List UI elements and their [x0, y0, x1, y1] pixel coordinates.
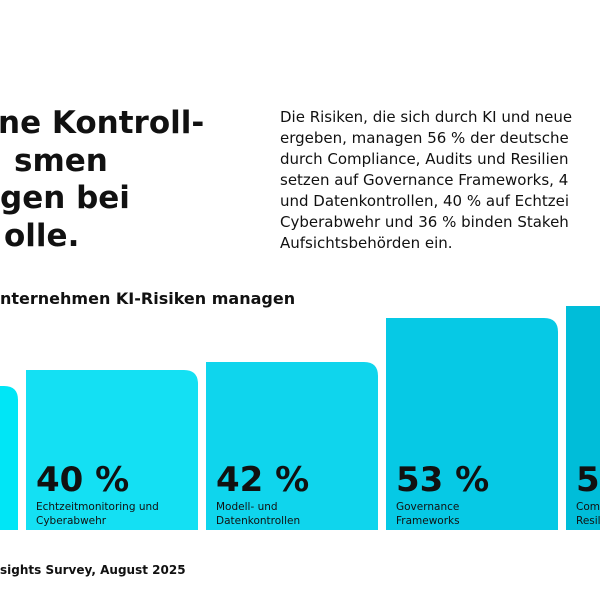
bar [386, 318, 558, 530]
paragraph-line: Aufsichtsbehörden ein. [280, 234, 453, 252]
paragraph-line: Cyberabwehr und 36 % binden Stakeh [280, 213, 569, 231]
heading-line: smen [14, 143, 108, 179]
paragraph-line: durch Compliance, Audits und Resilien [280, 150, 568, 168]
paragraph-line: setzen auf Governance Frameworks, 4 [280, 171, 568, 189]
value-label: 5 [576, 460, 600, 500]
category-label: Modell- und [216, 501, 278, 513]
category-label: Com [576, 501, 600, 513]
bar [26, 370, 198, 530]
category-label: Cyberabwehr [36, 515, 107, 527]
paragraph: Die Risiken, die sich durch KI und neue e… [280, 108, 572, 252]
category-label: Frameworks [396, 515, 460, 527]
category-label: Datenkontrollen [216, 515, 300, 527]
value-label: 42 % [216, 460, 309, 500]
category-label: Governance [396, 501, 459, 513]
heading-line: gen bei [0, 180, 130, 216]
footer: sights Survey, August 2025 [0, 563, 186, 577]
value-label: 40 % [36, 460, 129, 500]
chart-title: nternehmen KI-Risiken managen [0, 289, 295, 308]
bar [0, 386, 18, 530]
bar [206, 362, 378, 530]
paragraph-line: ergeben, managen 56 % der deutsche [280, 129, 569, 147]
paragraph-line: Die Risiken, die sich durch KI und neue [280, 108, 572, 126]
heading-line: ne Kontroll- [0, 105, 204, 141]
value-label: 53 % [396, 460, 489, 500]
category-label: Echtzeitmonitoring und [36, 501, 159, 513]
bar [566, 306, 600, 530]
category-label: Resil [576, 515, 600, 527]
heading-line: olle. [4, 218, 79, 254]
bars: rn40 %Echtzeitmonitoring undCyberabwehr4… [0, 306, 600, 530]
paragraph-line: und Datenkontrollen, 40 % auf Echtzei [280, 192, 569, 210]
